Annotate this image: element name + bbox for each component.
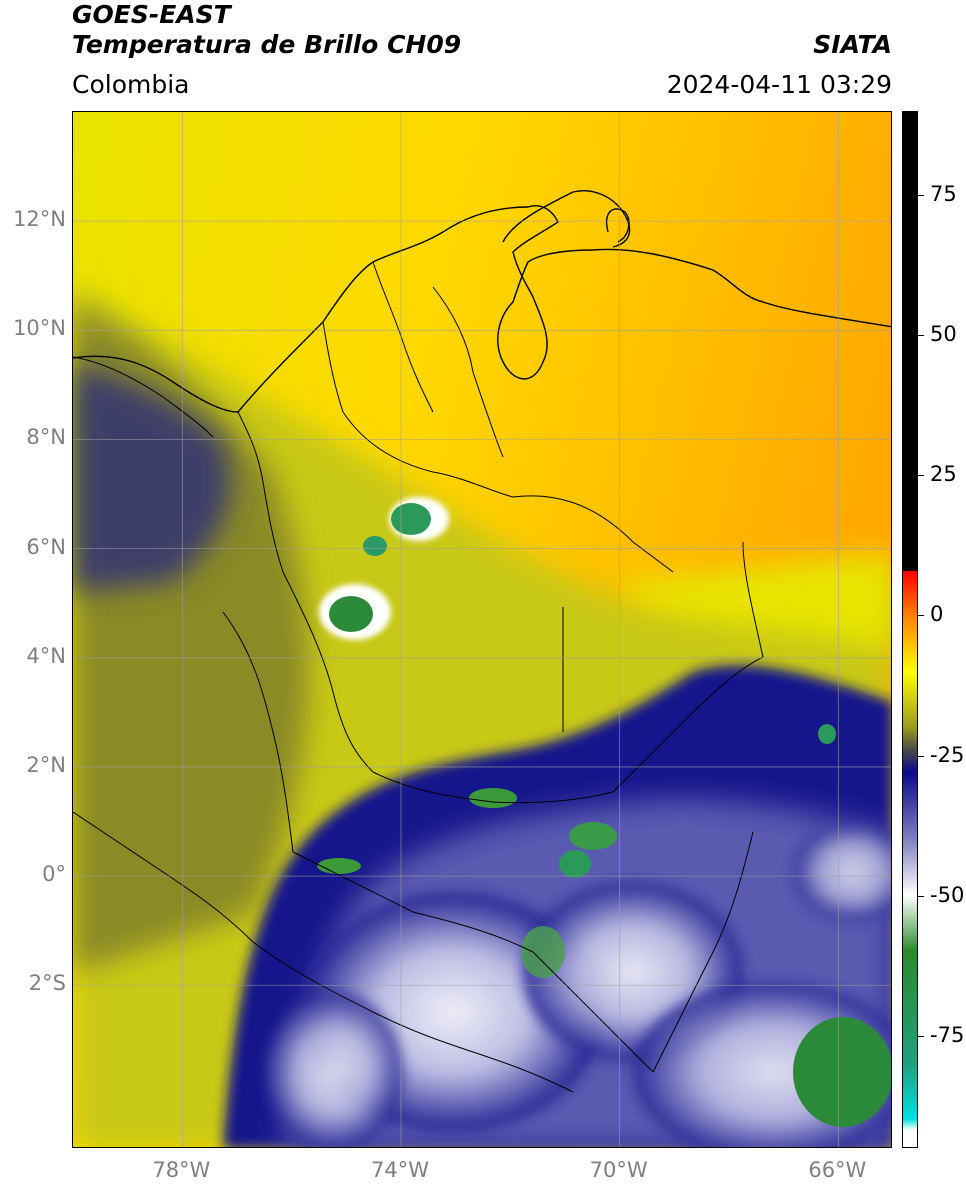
colorbar-tick xyxy=(918,895,924,897)
storm-core xyxy=(521,926,565,978)
colorbar-tick xyxy=(918,615,924,617)
latitude-tick-label: 8°N xyxy=(26,425,66,450)
longitude-tick-label: 70°W xyxy=(589,1158,648,1182)
colorbar-tick xyxy=(918,755,924,757)
timestamp-label: 2024-04-11 03:29 xyxy=(666,70,892,99)
longitude-tick-label: 74°W xyxy=(371,1158,429,1182)
graticule xyxy=(73,112,891,1147)
latitude-tick-label: 2°N xyxy=(26,752,66,777)
temperature-colorbar xyxy=(902,111,918,1148)
longitude-tick-label: 66°W xyxy=(808,1158,867,1182)
storm-core xyxy=(793,1017,891,1127)
longitude-tick-label: 78°W xyxy=(152,1158,211,1182)
colorbar-tick-label: -50 xyxy=(930,882,965,907)
storm-core xyxy=(317,858,361,874)
colorbar-tick-label: 0 xyxy=(930,602,944,627)
product-title: Temperatura de Brillo CH09 xyxy=(72,30,462,59)
coastline xyxy=(73,190,891,413)
storm-core xyxy=(363,536,387,556)
east-yellow-field xyxy=(623,552,891,652)
storm-core xyxy=(569,822,617,850)
region-label: Colombia xyxy=(72,70,190,99)
colorbar-tick-label: -25 xyxy=(930,742,965,767)
satellite-title: GOES-EAST xyxy=(72,0,231,29)
storm-core xyxy=(559,850,591,878)
latitude-tick-label: 4°N xyxy=(26,643,66,668)
storm-core xyxy=(329,596,373,632)
west-cloud-band xyxy=(73,362,231,592)
latitude-tick-label: 0° xyxy=(42,862,66,887)
colorbar-tick-label: -75 xyxy=(930,1022,965,1047)
colorbar-tick xyxy=(918,335,924,337)
colorbar-tick xyxy=(918,475,924,477)
cold-cloud-top xyxy=(793,822,891,922)
latitude-tick-label: 12°N xyxy=(13,207,66,232)
storm-core xyxy=(469,788,517,808)
storm-core xyxy=(818,724,836,744)
colorbar-tick xyxy=(918,1035,924,1037)
colorbar-tick xyxy=(918,195,924,197)
satellite-map xyxy=(72,111,892,1148)
colorbar-tick-label: 75 xyxy=(930,182,957,207)
department-borders xyxy=(73,261,764,1093)
storm-core xyxy=(391,503,431,535)
cold-cloud-top xyxy=(263,992,403,1147)
colorbar-tick-label: 25 xyxy=(930,462,957,487)
map-canvas xyxy=(73,112,891,1147)
latitude-tick-label: 6°N xyxy=(26,534,66,559)
latitude-tick-label: 2°S xyxy=(28,971,66,996)
latitude-tick-label: 10°N xyxy=(13,316,66,341)
organization-label: SIATA xyxy=(813,30,892,59)
colorbar-tick-label: 50 xyxy=(930,322,957,347)
